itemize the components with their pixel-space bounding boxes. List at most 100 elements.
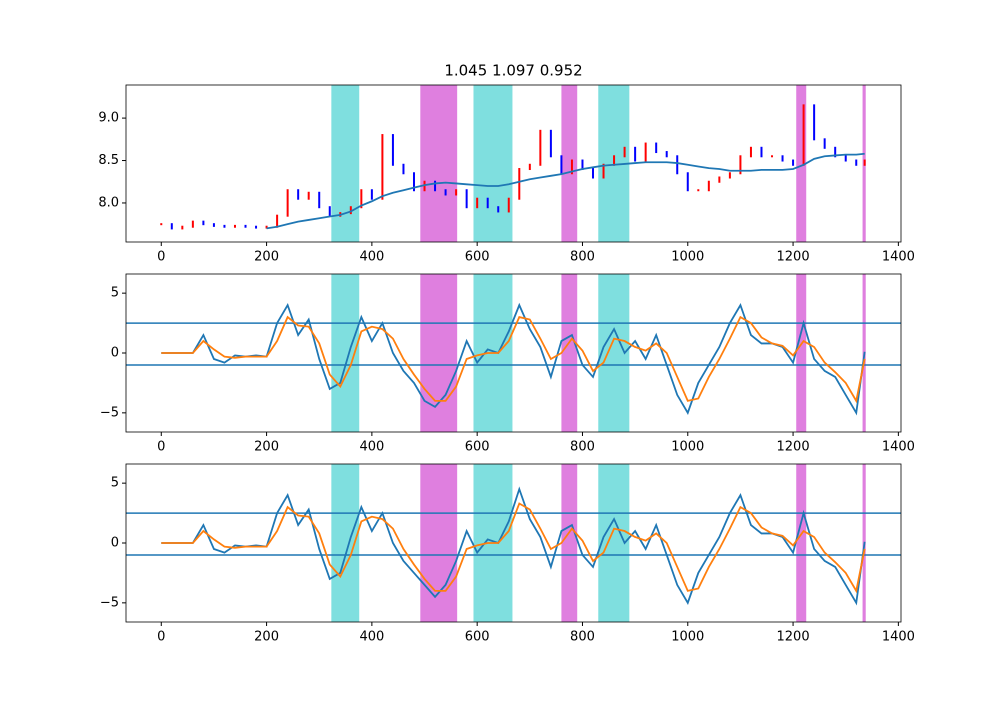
candle xyxy=(455,189,458,196)
span xyxy=(796,464,807,622)
candle xyxy=(697,189,700,192)
candle xyxy=(813,104,816,141)
candle xyxy=(307,191,310,200)
candle xyxy=(297,189,300,200)
chart-title: 1.045 1.097 0.952 xyxy=(444,62,582,80)
candle xyxy=(202,220,205,226)
axes-frame xyxy=(125,463,902,623)
series-line xyxy=(161,302,866,416)
y-tick-label: 8.5 xyxy=(98,153,119,168)
series-line xyxy=(266,152,865,230)
candle xyxy=(863,159,866,166)
candle xyxy=(476,197,479,209)
candle xyxy=(655,142,658,154)
x-tick-label: 0 xyxy=(157,440,165,455)
y-tick-label: −5 xyxy=(100,405,119,420)
candle xyxy=(391,134,394,166)
x-tick-label: 200 xyxy=(254,440,279,455)
candle xyxy=(160,223,163,226)
x-tick-label: 200 xyxy=(254,630,279,645)
x-tick-label: 400 xyxy=(359,250,384,265)
candle xyxy=(581,159,584,171)
axes-frame xyxy=(125,84,902,243)
candle xyxy=(760,146,763,158)
candle xyxy=(233,224,236,228)
candle xyxy=(318,191,321,209)
candle xyxy=(381,134,384,200)
x-tick-label: 1400 xyxy=(882,440,915,455)
candle xyxy=(676,155,679,175)
candle xyxy=(549,129,552,158)
y-tick-label: 9.0 xyxy=(98,111,119,126)
candle xyxy=(834,146,837,158)
x-tick-label: 600 xyxy=(465,440,490,455)
candle xyxy=(686,172,689,192)
candle xyxy=(497,206,500,213)
x-tick-label: 400 xyxy=(359,440,384,455)
x-tick-label: 200 xyxy=(254,250,279,265)
y-tick-label: 0 xyxy=(111,536,119,551)
span xyxy=(796,85,807,242)
candle xyxy=(444,189,447,196)
x-tick-label: 1400 xyxy=(882,630,915,645)
candle xyxy=(191,220,194,228)
candle xyxy=(802,104,805,166)
x-tick-label: 1000 xyxy=(671,250,704,265)
candle xyxy=(528,163,531,171)
candle xyxy=(286,189,289,217)
x-tick-label: 800 xyxy=(570,630,595,645)
candle xyxy=(644,142,647,162)
x-tick-label: 1000 xyxy=(671,440,704,455)
series-line xyxy=(161,502,866,594)
x-tick-label: 1200 xyxy=(777,440,810,455)
candle xyxy=(255,225,258,229)
axes-frame xyxy=(125,273,902,433)
x-tick-label: 1400 xyxy=(882,250,915,265)
candle xyxy=(360,189,363,209)
candle xyxy=(771,155,774,158)
candle xyxy=(560,155,563,175)
candle xyxy=(749,146,752,158)
span xyxy=(420,85,458,242)
span xyxy=(473,85,513,242)
y-tick-label: 5 xyxy=(111,476,119,491)
candle xyxy=(181,225,184,230)
candle xyxy=(665,151,668,158)
candle xyxy=(855,159,858,166)
candle xyxy=(170,223,173,230)
candle xyxy=(613,155,616,166)
x-tick-label: 0 xyxy=(157,630,165,645)
candle xyxy=(539,129,542,166)
candle xyxy=(570,159,573,175)
candle xyxy=(844,155,847,162)
candle xyxy=(412,172,415,192)
candle xyxy=(739,155,742,175)
y-tick-label: 0 xyxy=(111,346,119,361)
span xyxy=(796,274,807,432)
x-tick-label: 0 xyxy=(157,250,165,265)
candle xyxy=(223,224,226,228)
candle xyxy=(349,206,352,215)
candle xyxy=(602,163,605,179)
x-tick-label: 800 xyxy=(570,440,595,455)
candle xyxy=(718,176,721,183)
span xyxy=(420,464,458,622)
y-tick-label: 5 xyxy=(111,286,119,301)
x-tick-label: 400 xyxy=(359,630,384,645)
candle xyxy=(486,197,489,209)
candle xyxy=(707,180,710,192)
candle xyxy=(634,146,637,162)
candle xyxy=(402,163,405,175)
candle xyxy=(212,223,215,227)
candle xyxy=(276,214,279,228)
x-tick-label: 600 xyxy=(465,630,490,645)
span xyxy=(561,85,578,242)
y-tick-label: −5 xyxy=(100,595,119,610)
candle xyxy=(265,225,268,229)
candle xyxy=(465,189,468,209)
candle xyxy=(728,172,731,179)
span xyxy=(420,274,458,432)
candle xyxy=(592,168,595,179)
candle xyxy=(434,180,437,192)
candle xyxy=(781,155,784,162)
